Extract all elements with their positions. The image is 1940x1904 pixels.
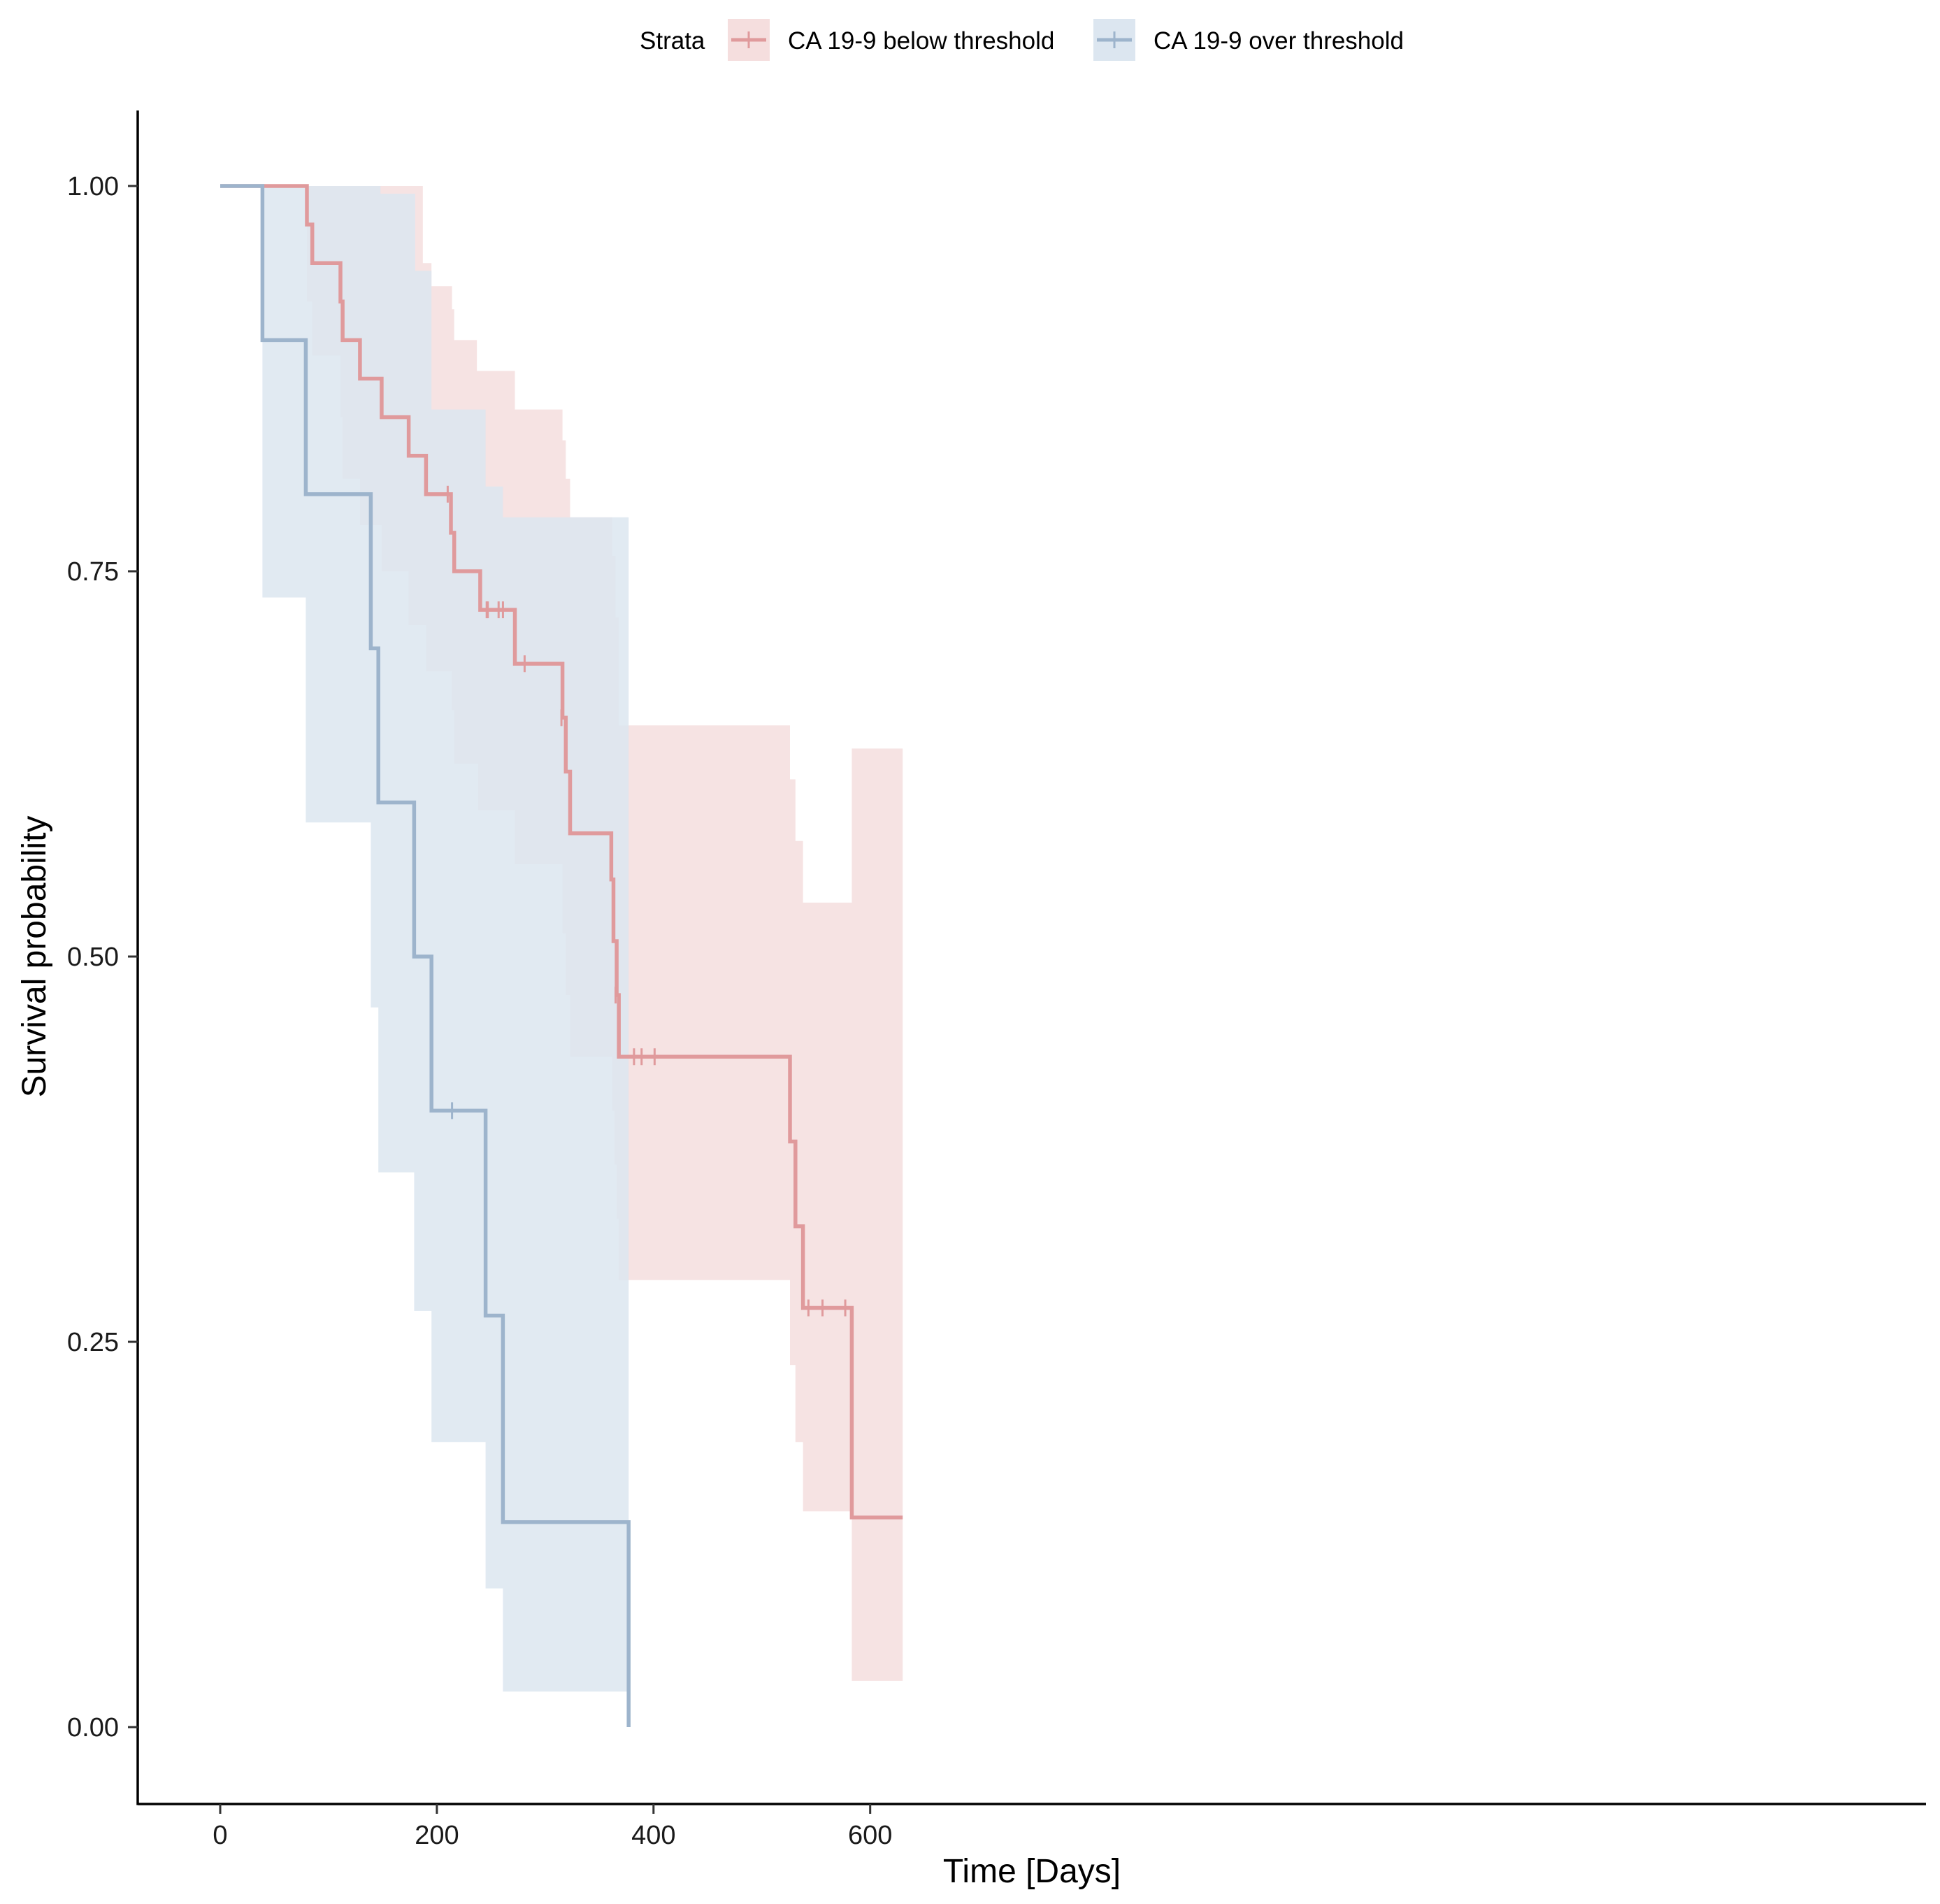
- y-tick-label: 0.75: [67, 557, 119, 587]
- confidence-bands: [220, 186, 903, 1692]
- ci-band-over: [220, 186, 629, 1692]
- legend-label-below: CA 19-9 below threshold: [788, 27, 1054, 55]
- y-tick-label: 1.00: [67, 172, 119, 201]
- y-axis-ticks: 0.00 0.25 0.50 0.75 1.00: [67, 172, 138, 1742]
- survival-curves: [220, 184, 903, 1727]
- y-tick-label: 0.25: [67, 1328, 119, 1357]
- x-tick-label: 600: [848, 1821, 892, 1850]
- x-axis-ticks: 0 200 400 600: [213, 1804, 892, 1850]
- survival-curve-below: [220, 184, 903, 1520]
- x-tick-label: 200: [415, 1821, 459, 1850]
- censor-marks: [446, 485, 847, 1317]
- x-tick-label: 400: [631, 1821, 675, 1850]
- survival-curve-over: [220, 184, 631, 1727]
- x-tick-label: 0: [213, 1821, 227, 1850]
- legend: Strata CA 19-9 below threshold CA 19-9 o…: [640, 19, 1404, 61]
- legend-label-over: CA 19-9 over threshold: [1154, 27, 1404, 55]
- y-tick-label: 0.00: [67, 1713, 119, 1742]
- x-axis-title: Time [Days]: [943, 1853, 1121, 1890]
- y-axis-title: Survival probability: [16, 816, 53, 1098]
- y-tick-label: 0.50: [67, 943, 119, 972]
- legend-title: Strata: [640, 27, 705, 55]
